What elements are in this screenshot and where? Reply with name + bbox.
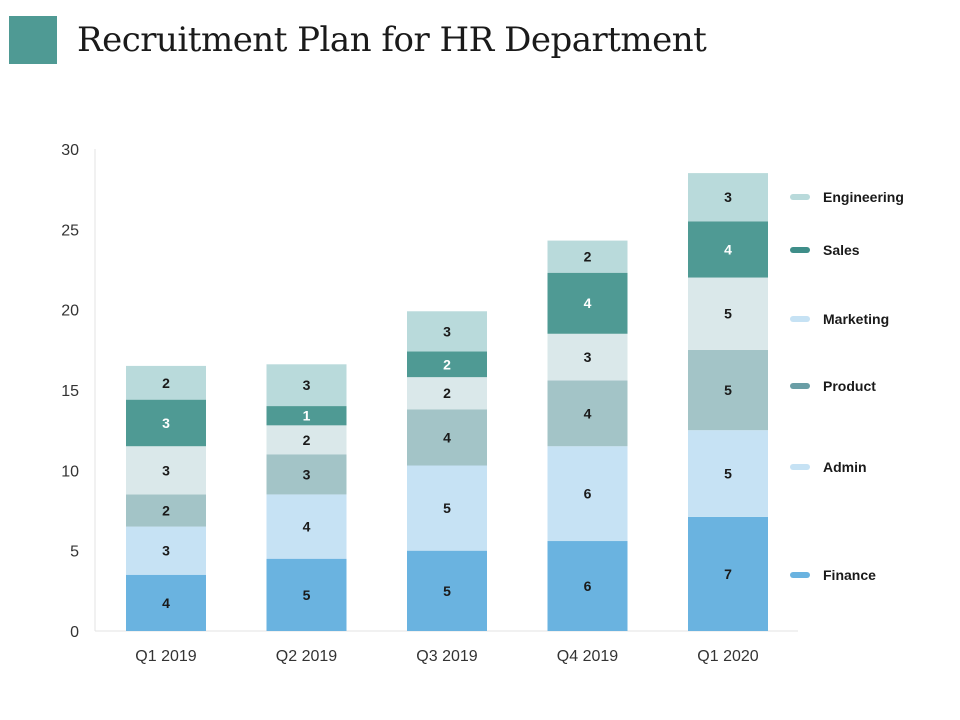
- data-label: 6: [584, 578, 592, 594]
- x-tick-label: Q3 2019: [416, 648, 477, 665]
- bar-segment: [547, 380, 628, 447]
- data-label: 5: [724, 466, 732, 482]
- bar-segment: [407, 550, 487, 631]
- bar-segment: [547, 333, 628, 381]
- data-label: 3: [303, 377, 311, 393]
- y-tick-label: 15: [61, 383, 79, 400]
- bar-segment: [407, 311, 487, 352]
- data-label: 4: [584, 405, 592, 421]
- data-label: 2: [443, 385, 451, 401]
- y-tick-labels: 0 5 10 15 20 25 30: [61, 142, 79, 641]
- bar-segment: [126, 365, 206, 400]
- bar-segment: [407, 465, 487, 551]
- bar-segment: [266, 494, 347, 559]
- data-label: 5: [443, 500, 451, 516]
- bar-segment: [547, 240, 628, 273]
- bar-segment: [126, 446, 206, 495]
- page-title: Recruitment Plan for HR Department: [77, 20, 707, 60]
- data-label: 7: [724, 566, 732, 582]
- bar-segment: [266, 558, 347, 631]
- data-label: 5: [443, 583, 451, 599]
- bar-segment: [407, 377, 487, 410]
- data-label: 4: [724, 241, 732, 257]
- bar-segment: [266, 425, 347, 455]
- bar-segment: [547, 446, 628, 542]
- data-label: 3: [443, 323, 451, 339]
- bar-segment: [688, 349, 768, 431]
- chart-bars: 4 3 2 3 3 2 5 4 3 2 1 3 5 5 4 2 2 3 6 6 4 3 4 2 7 5 5 5 4 3: [126, 173, 768, 631]
- data-label: 3: [584, 349, 592, 365]
- data-label: 4: [162, 595, 170, 611]
- x-tick-label: Q4 2019: [557, 648, 618, 665]
- data-label: 3: [303, 466, 311, 482]
- bar-segment: [126, 574, 206, 631]
- bar-segment: [407, 409, 487, 466]
- y-tick-label: 30: [61, 142, 79, 159]
- bar-segment: [688, 516, 768, 631]
- data-label: 3: [162, 543, 170, 559]
- data-label: 2: [303, 432, 311, 448]
- data-label: 3: [162, 415, 170, 431]
- x-tick-label: Q1 2019: [135, 648, 196, 665]
- bar-segment: [266, 364, 347, 407]
- bar-segment: [547, 272, 628, 334]
- x-tick-labels: Q1 2019 Q2 2019 Q3 2019 Q4 2019 Q1 2020: [135, 648, 758, 665]
- data-label: 1: [303, 408, 311, 424]
- data-label: 5: [303, 587, 311, 603]
- data-label: 3: [724, 189, 732, 205]
- y-tick-label: 25: [61, 222, 79, 239]
- bar-segment: [688, 277, 768, 350]
- data-label: 4: [303, 519, 311, 535]
- bar-segment: [688, 430, 768, 517]
- bar-segment: [266, 406, 347, 426]
- data-label: 2: [443, 356, 451, 372]
- bar-segment: [126, 526, 206, 575]
- data-label: 4: [584, 295, 592, 311]
- y-tick-label: 0: [70, 624, 79, 641]
- data-label: 6: [584, 486, 592, 502]
- data-label: 2: [162, 503, 170, 519]
- y-tick-label: 5: [70, 544, 79, 561]
- data-label: 2: [584, 249, 592, 265]
- x-tick-label: Q1 2020: [697, 648, 758, 665]
- bar-segment: [688, 173, 768, 222]
- data-label: 5: [724, 306, 732, 322]
- data-label: 3: [162, 462, 170, 478]
- data-label: 5: [724, 382, 732, 398]
- bar-segment: [126, 494, 206, 527]
- bar-segment: [126, 399, 206, 447]
- data-label: 2: [162, 375, 170, 391]
- y-tick-label: 20: [61, 303, 79, 320]
- title-accent-square: [9, 16, 57, 64]
- x-tick-label: Q2 2019: [276, 648, 337, 665]
- data-label: 4: [443, 429, 451, 445]
- bar-segment: [266, 454, 347, 495]
- bar-segment: [688, 221, 768, 278]
- bar-segment: [547, 541, 628, 631]
- y-tick-label: 10: [61, 463, 79, 480]
- bar-segment: [407, 351, 487, 378]
